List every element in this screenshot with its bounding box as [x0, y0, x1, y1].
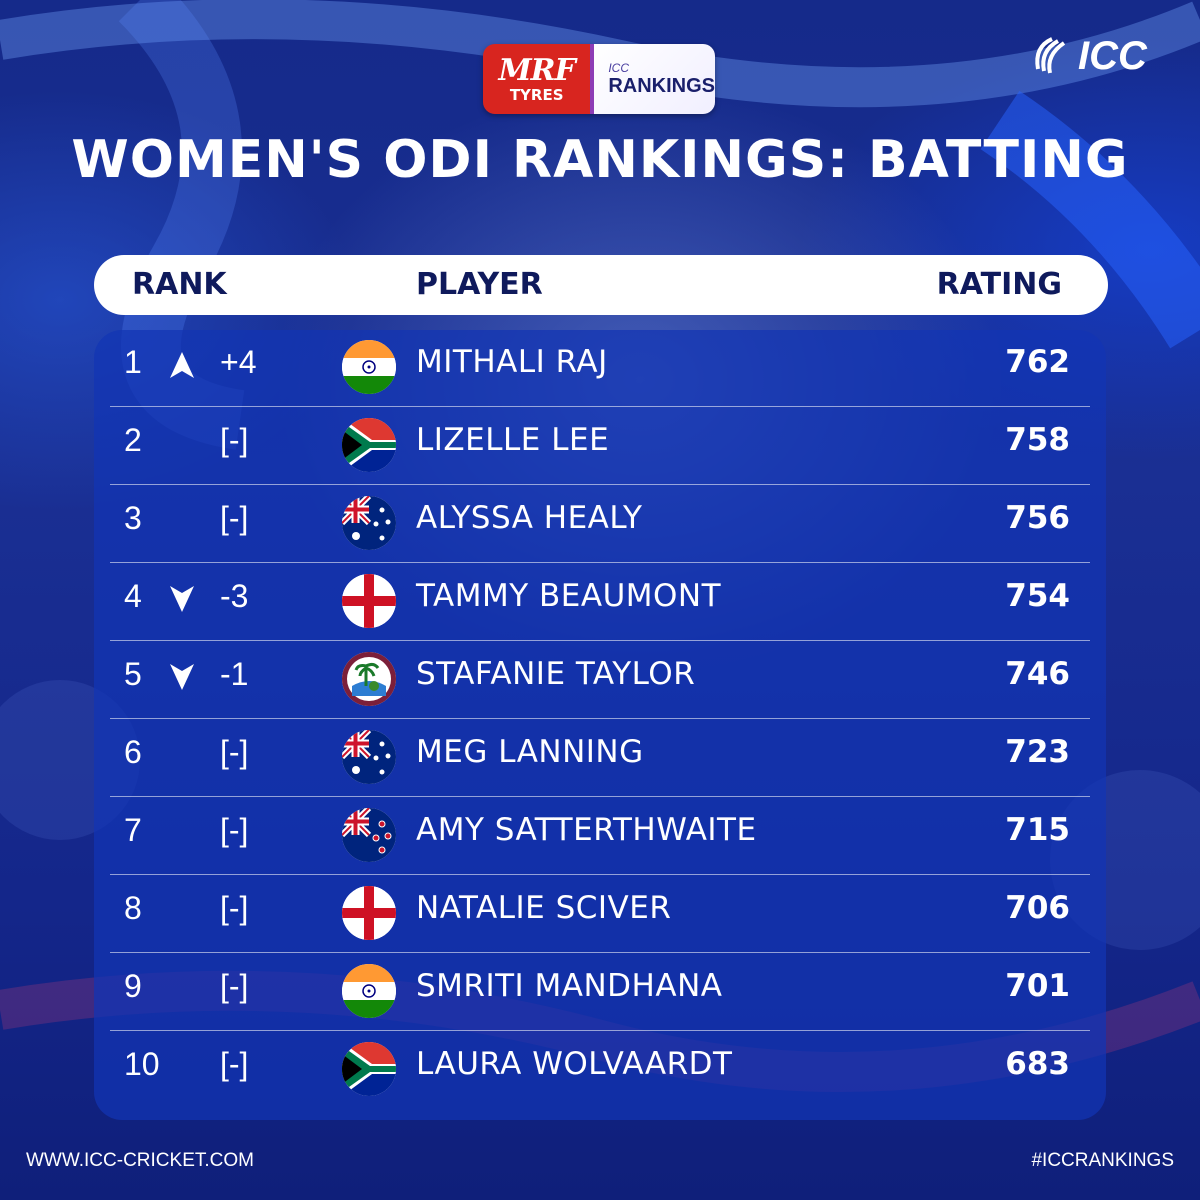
australia-flag-icon [342, 496, 396, 550]
rank-value: 3 [124, 500, 142, 536]
mrf-icc-rankings-logo: MRF TYRES ICC RANKINGS [483, 44, 715, 114]
player-name: MITHALI RAJ [416, 344, 608, 380]
icc-rankings-badge: ICC RANKINGS [590, 44, 715, 114]
player-rating: 754 [1005, 578, 1070, 614]
icc-logo-text: ICC [1078, 33, 1147, 78]
player-name: SMRITI MANDHANA [416, 968, 723, 1004]
icc-logo: ICC [1028, 30, 1147, 82]
rank-change: [-] [220, 812, 249, 848]
ranking-row: 7 [-] AMY SATTERTHWAITE 715 [110, 796, 1090, 875]
player-name: NATALIE SCIVER [416, 890, 672, 926]
rankings-panel [94, 330, 1106, 1120]
west-indies-flag-icon [342, 652, 396, 706]
ranking-row: 6 [-] MEG LANNING 723 [110, 718, 1090, 797]
rank-value: 1 [124, 344, 142, 380]
player-column-header: PLAYER [416, 267, 543, 302]
ranking-row: 3 [-] ALYSSA HEALY 756 [110, 484, 1090, 563]
rank-change: [-] [220, 500, 249, 536]
india-flag-icon [342, 964, 396, 1018]
rankings-text: RANKINGS [608, 75, 715, 97]
england-flag-icon [342, 886, 396, 940]
player-name: TAMMY BEAUMONT [416, 578, 722, 614]
player-rating: 723 [1005, 734, 1070, 770]
india-flag-icon [342, 340, 396, 394]
icc-small-text: ICC [608, 61, 629, 75]
ranking-row: 4 -3 TAMMY BEAUMONT 754 [110, 562, 1090, 641]
player-name: AMY SATTERTHWAITE [416, 812, 757, 848]
england-flag-icon [342, 574, 396, 628]
rank-column-header: RANK [132, 267, 227, 302]
hashtag: #ICCRANKINGS [1031, 1150, 1174, 1171]
up-arrow-icon [170, 352, 194, 378]
rank-change: [-] [220, 1046, 249, 1082]
player-rating: 746 [1005, 656, 1070, 692]
new-zealand-flag-icon [342, 808, 396, 862]
rank-value: 7 [124, 812, 142, 848]
south-africa-flag-icon [342, 1042, 396, 1096]
player-rating: 701 [1005, 968, 1070, 1004]
table-header: RANK PLAYER RATING [94, 255, 1108, 315]
rank-change: [-] [220, 734, 249, 770]
player-name: LAURA WOLVAARDT [416, 1046, 733, 1082]
mrf-tyres-text: TYRES [509, 85, 564, 104]
page-title: WOMEN'S ODI RANKINGS: BATTING [71, 130, 1129, 190]
rank-change: -3 [220, 578, 249, 614]
mrf-brand-text: MRF [498, 52, 575, 88]
rank-change: +4 [220, 344, 257, 380]
rank-value: 10 [124, 1046, 160, 1082]
rank-value: 8 [124, 890, 142, 926]
player-name: MEG LANNING [416, 734, 644, 770]
ranking-row: 9 [-] SMRITI MANDHANA 701 [110, 952, 1090, 1031]
south-africa-flag-icon [342, 418, 396, 472]
down-arrow-icon [170, 664, 194, 690]
australia-flag-icon [342, 730, 396, 784]
rank-change: [-] [220, 890, 249, 926]
ranking-row: 5 -1 STAFANIE TAYLOR 746 [110, 640, 1090, 719]
player-rating: 758 [1005, 422, 1070, 458]
rank-value: 9 [124, 968, 142, 1004]
player-rating: 683 [1005, 1046, 1070, 1082]
rank-change: [-] [220, 968, 249, 1004]
rank-value: 5 [124, 656, 142, 692]
rank-change: [-] [220, 422, 249, 458]
ranking-row: 1 +4 MITHALI RAJ 762 [110, 328, 1090, 407]
player-name: LIZELLE LEE [416, 422, 610, 458]
mrf-tyres-logo: MRF TYRES [483, 44, 591, 114]
player-rating: 762 [1005, 344, 1070, 380]
rank-value: 2 [124, 422, 142, 458]
player-rating: 715 [1005, 812, 1070, 848]
ranking-row: 8 [-] NATALIE SCIVER 706 [110, 874, 1090, 953]
ranking-row: 2 [-] LIZELLE LEE 758 [110, 406, 1090, 485]
player-name: STAFANIE TAYLOR [416, 656, 696, 692]
down-arrow-icon [170, 586, 194, 612]
rating-column-header: RATING [936, 267, 1062, 302]
rank-change: -1 [220, 656, 249, 692]
player-name: ALYSSA HEALY [416, 500, 643, 536]
player-rating: 756 [1005, 500, 1070, 536]
rank-value: 4 [124, 578, 142, 614]
player-rating: 706 [1005, 890, 1070, 926]
icc-swoosh-icon [1035, 37, 1066, 74]
rank-value: 6 [124, 734, 142, 770]
ranking-row: 10 [-] LAURA WOLVAARDT 683 [110, 1030, 1090, 1108]
website-url: WWW.ICC-CRICKET.COM [26, 1150, 254, 1171]
